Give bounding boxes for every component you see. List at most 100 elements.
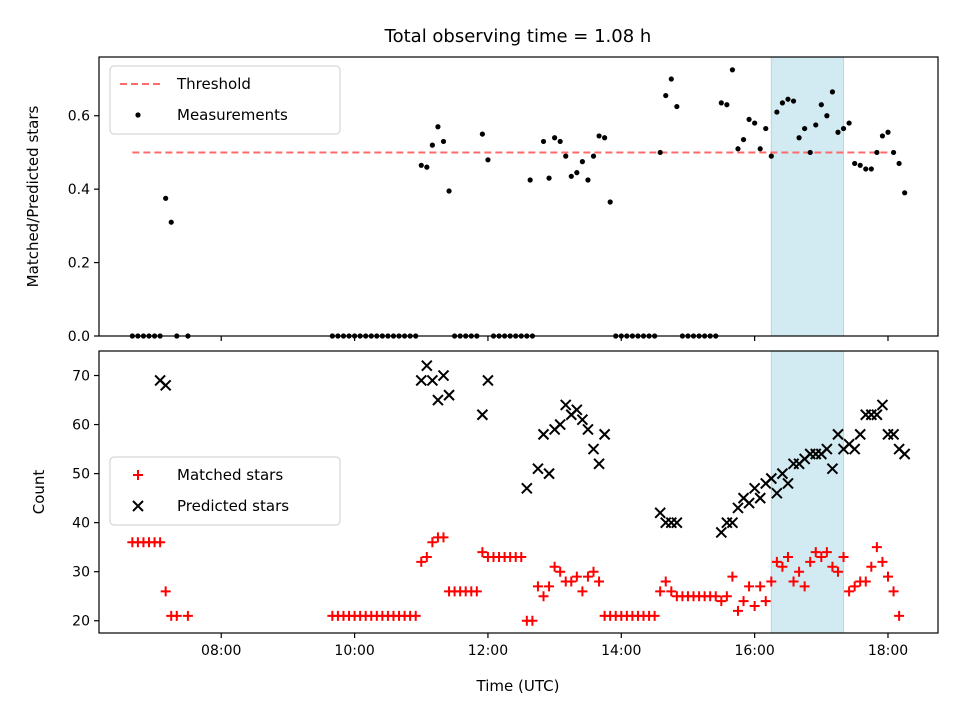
top-panel: 0.0 0.2 0.4 0.6 Matched/Predicted stars Thres… xyxy=(24,56,939,345)
data-point xyxy=(471,586,482,597)
data-point xyxy=(654,507,666,519)
data-point xyxy=(566,576,577,587)
data-point xyxy=(657,149,663,156)
data-point xyxy=(663,92,669,99)
data-point xyxy=(726,516,739,529)
data-point xyxy=(885,129,891,135)
data-point xyxy=(790,98,797,104)
data-point xyxy=(876,399,889,411)
data-point xyxy=(890,149,897,156)
data-point xyxy=(848,443,861,455)
data-point xyxy=(521,482,533,495)
data-point xyxy=(754,492,766,504)
data-point xyxy=(802,125,808,132)
data-point xyxy=(763,125,769,132)
data-point xyxy=(902,190,908,196)
data-point xyxy=(771,556,782,567)
data-point xyxy=(785,96,791,102)
data-point xyxy=(543,467,555,480)
data-point xyxy=(829,89,836,95)
x-tick-label: 08:00 xyxy=(201,643,241,659)
data-point xyxy=(866,561,877,572)
data-point xyxy=(852,160,858,167)
data-point xyxy=(794,566,805,577)
data-point xyxy=(743,497,755,509)
data-point xyxy=(571,404,583,416)
data-point xyxy=(160,586,171,597)
data-point xyxy=(832,428,844,441)
data-point xyxy=(418,162,424,168)
data-point xyxy=(746,116,752,123)
data-point xyxy=(724,102,730,108)
data-point xyxy=(155,537,166,548)
data-point xyxy=(810,547,821,558)
data-point xyxy=(727,571,738,582)
data-point xyxy=(582,571,593,582)
y-tick-label: 50 xyxy=(72,467,90,483)
data-point xyxy=(846,120,852,126)
legend-swatch xyxy=(135,112,141,118)
data-point xyxy=(871,542,882,553)
data-point xyxy=(159,379,172,392)
data-point xyxy=(440,138,447,145)
data-point xyxy=(857,162,863,168)
data-point xyxy=(832,566,843,577)
data-point xyxy=(774,109,780,115)
data-point xyxy=(752,120,758,126)
data-point xyxy=(476,409,489,421)
data-point xyxy=(716,596,727,607)
legend-label: Measurements xyxy=(177,106,288,124)
data-point xyxy=(527,177,533,183)
data-point xyxy=(588,566,599,577)
data-point xyxy=(660,576,671,587)
data-point xyxy=(668,76,674,82)
data-point xyxy=(587,443,600,455)
data-point xyxy=(877,556,888,567)
data-point xyxy=(871,409,883,421)
data-point xyxy=(826,462,839,475)
x-tick-label: 16:00 xyxy=(734,643,774,659)
data-point xyxy=(666,586,677,597)
highlight-span xyxy=(770,350,845,634)
y-tick-label: 60 xyxy=(72,418,90,434)
data-point xyxy=(538,591,549,602)
data-point xyxy=(757,146,763,152)
data-point xyxy=(602,135,608,141)
data-point xyxy=(568,173,574,179)
data-point xyxy=(415,374,427,387)
data-point xyxy=(738,596,749,607)
y-tick-label: 70 xyxy=(72,369,90,385)
legend-box xyxy=(109,456,341,526)
data-point xyxy=(796,135,802,141)
data-point xyxy=(671,516,683,529)
data-point xyxy=(596,133,602,139)
figure-title: Total observing time = 1.08 h xyxy=(384,26,652,47)
data-point xyxy=(594,576,605,587)
data-point xyxy=(838,551,849,562)
data-point xyxy=(585,177,591,183)
data-point xyxy=(721,591,732,602)
data-point xyxy=(888,586,899,597)
series-predicted-stars xyxy=(154,360,911,539)
data-point xyxy=(516,551,527,562)
legend-label: Matched stars xyxy=(177,466,283,484)
data-point xyxy=(532,581,543,592)
data-point xyxy=(827,561,838,572)
data-point xyxy=(549,561,560,572)
data-point xyxy=(788,576,799,587)
data-point xyxy=(554,418,566,431)
data-point xyxy=(571,571,582,582)
y-axis-label: Count xyxy=(30,470,48,515)
data-point xyxy=(766,576,777,587)
y-axis-label: Matched/Predicted stars xyxy=(24,106,42,288)
data-point xyxy=(574,170,580,176)
y-tick-label: 0.6 xyxy=(68,109,90,125)
data-point xyxy=(163,195,169,201)
data-point xyxy=(799,581,810,592)
data-point xyxy=(552,135,558,141)
data-point xyxy=(816,551,827,562)
legend-swatch xyxy=(133,470,143,480)
data-point xyxy=(732,502,744,514)
data-point xyxy=(894,610,905,621)
data-point xyxy=(182,610,193,621)
